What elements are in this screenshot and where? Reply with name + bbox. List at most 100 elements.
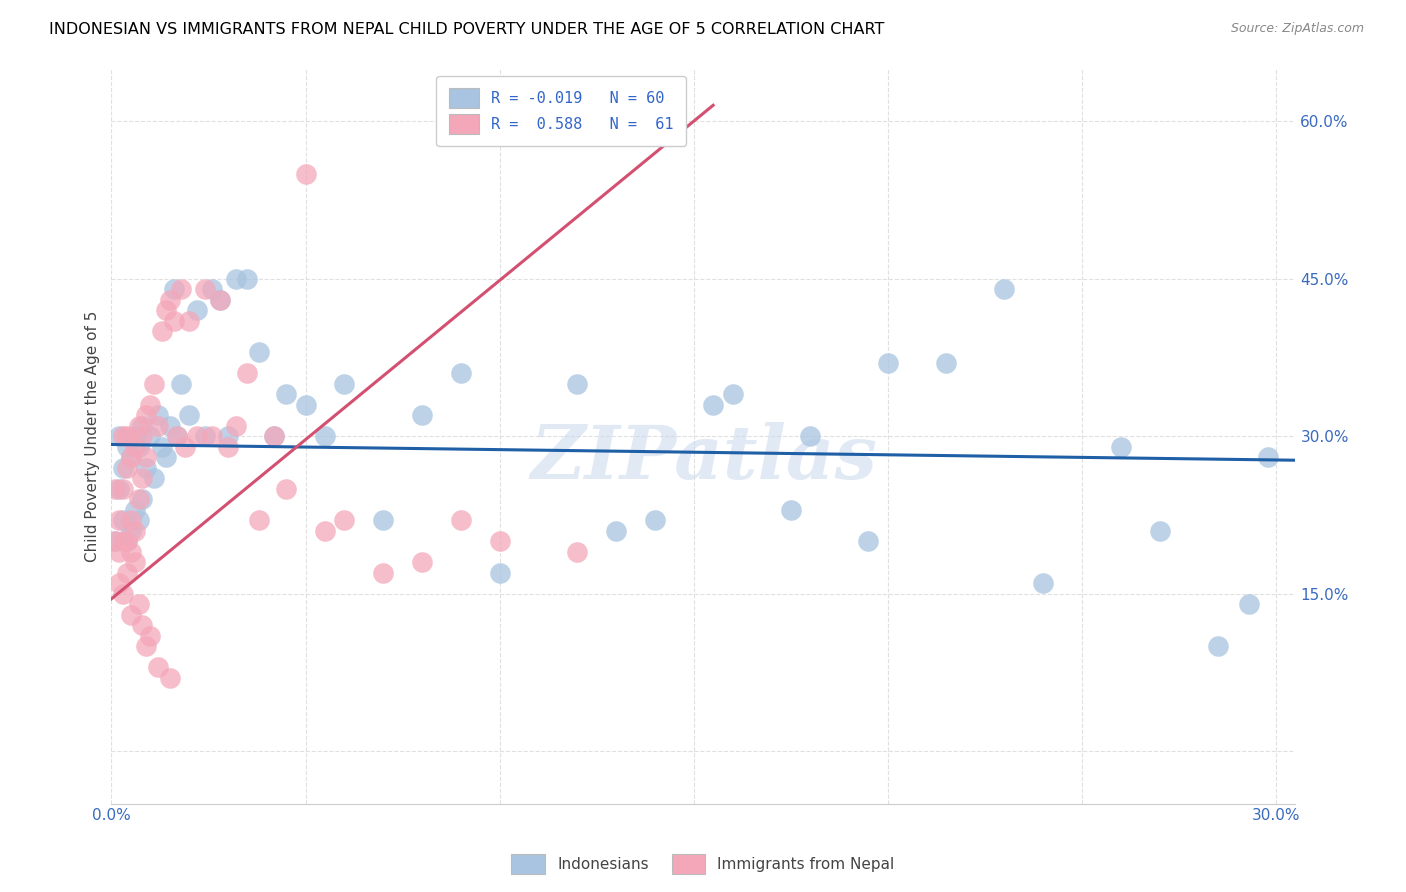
Point — [488, 534, 510, 549]
Point — [333, 376, 356, 391]
Point — [858, 534, 880, 549]
Point — [150, 440, 173, 454]
Point — [263, 429, 285, 443]
Point — [108, 429, 131, 443]
Point — [115, 534, 138, 549]
Point — [225, 418, 247, 433]
Point — [247, 513, 270, 527]
Point — [115, 566, 138, 580]
Point — [721, 387, 744, 401]
Text: Source: ZipAtlas.com: Source: ZipAtlas.com — [1230, 22, 1364, 36]
Point — [411, 555, 433, 569]
Point — [135, 639, 157, 653]
Point — [115, 460, 138, 475]
Point — [143, 471, 166, 485]
Point — [935, 355, 957, 369]
Point — [209, 293, 232, 307]
Point — [131, 429, 153, 443]
Point — [236, 366, 259, 380]
Point — [143, 376, 166, 391]
Point — [567, 376, 589, 391]
Point — [333, 513, 356, 527]
Point — [799, 429, 821, 443]
Point — [128, 440, 150, 454]
Point — [146, 660, 169, 674]
Point — [876, 355, 898, 369]
Point — [139, 398, 162, 412]
Point — [120, 607, 142, 622]
Point — [450, 366, 472, 380]
Point — [294, 167, 316, 181]
Point — [567, 544, 589, 558]
Point — [112, 429, 135, 443]
Point — [162, 282, 184, 296]
Point — [217, 440, 239, 454]
Point — [120, 544, 142, 558]
Point — [274, 387, 297, 401]
Point — [108, 482, 131, 496]
Legend: R = -0.019   N = 60, R =  0.588   N =  61: R = -0.019 N = 60, R = 0.588 N = 61 — [436, 76, 686, 146]
Point — [186, 429, 208, 443]
Point — [124, 440, 146, 454]
Point — [124, 524, 146, 538]
Point — [170, 282, 193, 296]
Point — [217, 429, 239, 443]
Point — [644, 513, 666, 527]
Point — [247, 345, 270, 359]
Point — [186, 303, 208, 318]
Point — [124, 555, 146, 569]
Point — [1257, 450, 1279, 464]
Point — [159, 293, 181, 307]
Point — [108, 544, 131, 558]
Point — [131, 618, 153, 632]
Point — [128, 597, 150, 611]
Point — [120, 524, 142, 538]
Point — [314, 429, 336, 443]
Point — [146, 408, 169, 422]
Point — [139, 629, 162, 643]
Point — [124, 502, 146, 516]
Point — [104, 534, 127, 549]
Point — [104, 482, 127, 496]
Point — [166, 429, 188, 443]
Point — [1237, 597, 1260, 611]
Point — [488, 566, 510, 580]
Point — [779, 502, 801, 516]
Point — [201, 429, 224, 443]
Point — [115, 440, 138, 454]
Point — [135, 450, 157, 464]
Point — [131, 471, 153, 485]
Point — [1206, 639, 1229, 653]
Point — [702, 398, 724, 412]
Point — [373, 566, 395, 580]
Point — [1032, 576, 1054, 591]
Point — [131, 418, 153, 433]
Point — [115, 534, 138, 549]
Point — [294, 398, 316, 412]
Point — [209, 293, 232, 307]
Point — [128, 418, 150, 433]
Point — [112, 513, 135, 527]
Point — [120, 513, 142, 527]
Point — [112, 586, 135, 600]
Point — [1149, 524, 1171, 538]
Legend: Indonesians, Immigrants from Nepal: Indonesians, Immigrants from Nepal — [505, 848, 901, 880]
Point — [225, 271, 247, 285]
Point — [155, 450, 177, 464]
Point — [194, 282, 217, 296]
Point — [314, 524, 336, 538]
Point — [108, 513, 131, 527]
Point — [135, 408, 157, 422]
Point — [274, 482, 297, 496]
Point — [177, 408, 200, 422]
Text: INDONESIAN VS IMMIGRANTS FROM NEPAL CHILD POVERTY UNDER THE AGE OF 5 CORRELATION: INDONESIAN VS IMMIGRANTS FROM NEPAL CHIL… — [49, 22, 884, 37]
Point — [155, 303, 177, 318]
Point — [162, 313, 184, 327]
Point — [411, 408, 433, 422]
Point — [108, 576, 131, 591]
Point — [150, 324, 173, 338]
Point — [236, 271, 259, 285]
Point — [194, 429, 217, 443]
Point — [104, 534, 127, 549]
Point — [135, 460, 157, 475]
